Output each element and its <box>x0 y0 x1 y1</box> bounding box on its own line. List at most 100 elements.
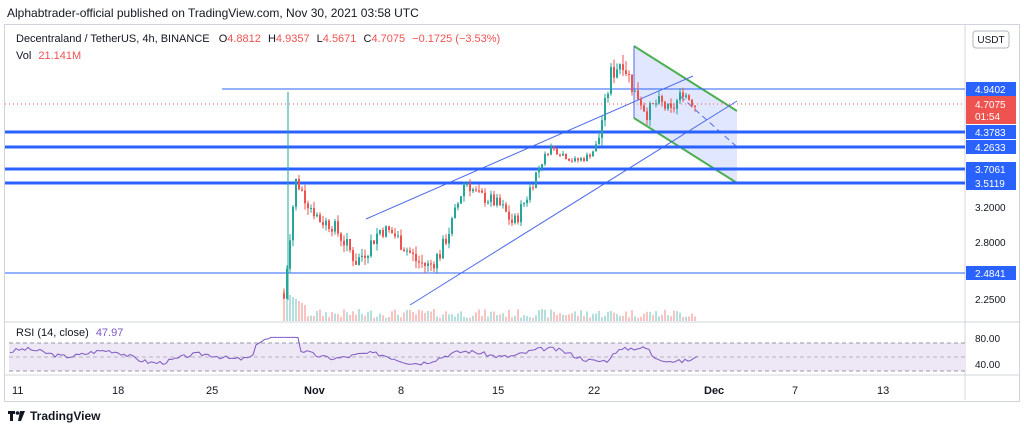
candle-body <box>400 235 402 250</box>
volume-bar <box>580 310 582 321</box>
volume-bar <box>691 313 693 321</box>
candle-body <box>577 158 579 161</box>
candle-body <box>694 105 696 108</box>
rsi-name: RSI (14, close) <box>16 327 89 339</box>
volume-bar <box>391 311 393 321</box>
volume-bar <box>439 317 441 321</box>
candle-body <box>427 263 429 266</box>
current-price-tag <box>966 96 1016 124</box>
candle-body <box>466 183 468 185</box>
volume-bar <box>316 311 318 321</box>
candle-body <box>388 226 390 230</box>
candle-body <box>553 147 555 149</box>
candle-body <box>499 197 501 206</box>
candle-body <box>589 154 591 157</box>
volume-bar <box>673 310 675 321</box>
flag-fill <box>634 46 737 183</box>
candle-body <box>556 148 558 155</box>
volume-bar <box>565 315 567 321</box>
volume-bar <box>682 316 684 321</box>
rsi-value: 47.97 <box>96 327 124 339</box>
volume-bar <box>457 313 459 321</box>
volume-bar <box>589 317 591 321</box>
candle-body <box>502 204 504 206</box>
time-tick: 22 <box>588 385 600 397</box>
tradingview-logo-icon <box>8 410 25 421</box>
candle-body <box>493 194 495 206</box>
low-value: 4.5671 <box>323 33 357 45</box>
volume-bar <box>313 315 315 321</box>
volume-bar <box>568 314 570 321</box>
volume-bar <box>535 315 537 321</box>
volume-bar <box>286 293 288 321</box>
svg-text:Decentraland / TetherUS, 4h, B: Decentraland / TetherUS, 4h, BINANCE O4.… <box>16 33 500 45</box>
volume-bar <box>619 315 621 321</box>
volume-bar <box>658 316 660 321</box>
volume-bar <box>670 316 672 321</box>
candle-body <box>511 219 513 223</box>
candle-body <box>619 64 621 70</box>
volume-bar <box>490 311 492 321</box>
level-label-3: 3.7061 <box>975 165 1006 176</box>
candle-body <box>448 233 450 244</box>
chart-frame <box>4 24 1020 402</box>
candle-body <box>451 218 453 234</box>
candle-body <box>379 229 381 234</box>
price-axis: 4.9402 4.3783 4.2633 3.7061 3.5119 2.4841 4.70… <box>966 82 1016 306</box>
volume-bar <box>553 311 555 321</box>
candle-body <box>439 254 441 259</box>
candle-body <box>604 98 606 121</box>
candle-body <box>481 190 483 193</box>
candle-body <box>649 103 651 120</box>
candle-body <box>682 92 684 97</box>
volume-bar <box>382 315 384 321</box>
candle-body <box>367 256 369 258</box>
candle-body <box>520 204 522 223</box>
low-label: L <box>317 33 323 45</box>
close-label: C <box>363 33 371 45</box>
currency-button[interactable]: USDT <box>972 30 1010 49</box>
candle-body <box>364 255 366 258</box>
volume-bar <box>412 311 414 321</box>
volume-bar <box>523 315 525 321</box>
candle-body <box>289 240 291 269</box>
volume-label: Vol <box>16 50 31 62</box>
tradingview-logo[interactable]: TradingView <box>8 409 100 423</box>
volume-bar <box>304 305 306 321</box>
volume-bar <box>613 312 615 321</box>
candle-body <box>346 238 348 246</box>
candle-body <box>538 167 540 173</box>
volume-bar <box>358 309 360 321</box>
volume-bar <box>628 317 630 321</box>
rsi-line <box>9 336 698 366</box>
volume-bar <box>298 301 300 321</box>
volume-bars <box>283 291 696 321</box>
rsi-tick-80: 80.00 <box>975 334 1000 345</box>
candle-body <box>325 220 327 226</box>
volume-bar <box>556 315 558 321</box>
volume-bar <box>502 313 504 321</box>
volume-bar <box>322 315 324 321</box>
volume-bar <box>574 311 576 321</box>
level-tag-1 <box>966 125 1016 139</box>
candle-body <box>403 249 405 252</box>
time-tick: Nov <box>304 385 326 397</box>
volume-bar <box>331 312 333 321</box>
volume-bar <box>370 310 372 321</box>
time-tick: 13 <box>877 385 889 397</box>
candle-body <box>559 154 561 156</box>
candle-body <box>370 240 372 257</box>
change-value: −0.1725 (−3.53%) <box>412 33 500 45</box>
candle-body <box>478 190 480 192</box>
volume-bar <box>394 309 396 321</box>
candle-body <box>442 238 444 259</box>
candle-body <box>331 229 333 232</box>
volume-bar <box>481 316 483 321</box>
candle-body <box>394 233 396 237</box>
horizontal-levels <box>5 88 965 274</box>
volume-bar <box>646 311 648 321</box>
candle-body <box>469 183 471 192</box>
level-tag-2 <box>966 140 1016 154</box>
time-tick: 25 <box>206 385 218 397</box>
